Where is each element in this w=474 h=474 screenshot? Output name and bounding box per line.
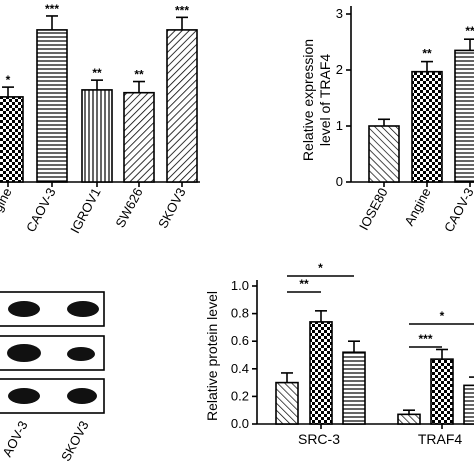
panel-a-bar (166, 29, 198, 183)
blot-lane-label: AOV-3 (0, 418, 31, 459)
panel-d-bar (275, 381, 299, 425)
panel-d-category-label: TRAF4 (418, 431, 463, 447)
panel-d-y-tick-label: 0.6 (231, 333, 249, 348)
blot-lane-label: SKOV3 (58, 418, 92, 463)
panel-b-bar (411, 70, 443, 183)
panel-d-y-tick-label: 0.0 (231, 416, 249, 431)
panel-d-bar (309, 321, 333, 425)
blot-band (8, 301, 40, 317)
panel-d-significance: *** (418, 332, 432, 346)
panel-d-bar (463, 384, 474, 425)
panel-d-y-tick-label: 0.8 (231, 306, 249, 321)
panel-a-category-label: SKOV3 (155, 185, 189, 230)
panel-b-significance: ** (422, 47, 432, 61)
panel-a-significance: ** (134, 68, 144, 82)
panel-a-bar (0, 96, 24, 183)
panel-d-category-label: SRC-3 (298, 431, 340, 447)
blot-band (7, 344, 41, 362)
panel-a-significance: ** (92, 66, 102, 80)
panel-b-significance: ** (465, 24, 474, 38)
panel-b-y-tick-label: 1 (336, 118, 343, 133)
panel-a-significance: * (6, 73, 11, 87)
panel-d-y-axis-label: Relative protein level (204, 291, 220, 421)
panel-b-category-label: IOSE80 (356, 185, 391, 232)
panel-d-significance: * (440, 309, 445, 323)
panel-b-y-axis-label-line: level of TRAF4 (317, 54, 333, 147)
panel-b-category-label: CAOV-3 (441, 185, 474, 234)
panel-d-significance: ** (299, 277, 309, 291)
panel-b-y-tick-label: 2 (336, 62, 343, 77)
blot-band (67, 388, 97, 404)
panel-d-bar (430, 358, 454, 425)
panel-a-category-label: IGROV1 (67, 185, 103, 235)
panel-b-y-tick-label: 3 (336, 6, 343, 21)
panel-b-y-axis-label: Relative expressionlevel of TRAF4 (300, 39, 333, 161)
panel-d-y-tick-label: 1.0 (231, 278, 249, 293)
panel-b-y-tick-label: 0 (336, 174, 343, 189)
panel-a-significance: *** (175, 3, 189, 17)
panel-a-category-label: Angine (0, 185, 15, 228)
panel-a-bar (36, 29, 68, 183)
panel-d-y-tick-label: 0.4 (231, 361, 249, 376)
blot-band (67, 301, 99, 317)
panel-b-category-label: Angine (401, 185, 433, 228)
panel-a-bar (123, 91, 155, 183)
panel-d-y-tick-label: 0.2 (231, 388, 249, 403)
blot-band (67, 347, 95, 361)
panel-a-bar (81, 89, 113, 183)
panel-a-category-label: SW626 (112, 185, 145, 230)
panel-b-y-axis-label-line: Relative expression (300, 39, 316, 161)
panel-b-bar (454, 49, 474, 183)
panel-b-bar (368, 125, 400, 183)
panel-d-bar (397, 413, 421, 425)
panel-d-bar (342, 351, 366, 425)
blot-band (8, 388, 40, 404)
panel-d-significance: * (318, 261, 323, 275)
panel-a-category-label: CAOV-3 (23, 185, 59, 234)
panel-a-significance: *** (45, 2, 59, 16)
